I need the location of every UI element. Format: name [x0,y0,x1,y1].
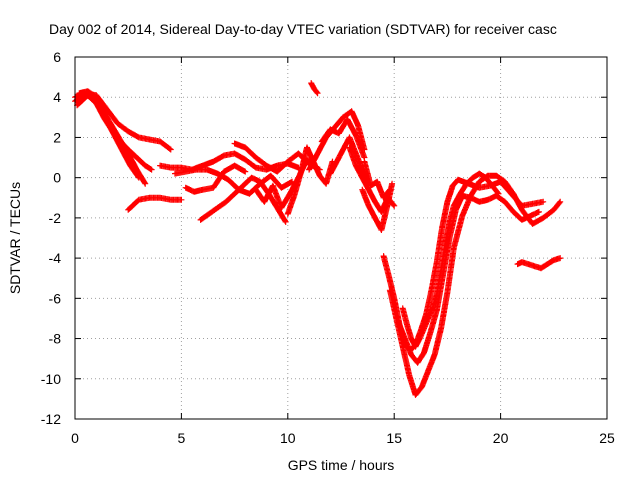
plus-marker-track [514,255,564,272]
plus-marker-track [76,88,149,187]
series-track-9 [197,174,289,225]
y-axis-label: SDTVAR / TECUs [7,182,23,294]
plus-marker-track [399,170,502,350]
y-tick-label: -12 [41,411,61,427]
series-track-5 [125,194,185,213]
series-track-23 [514,255,564,272]
series-track-16 [327,134,372,189]
plus-marker-track [318,116,368,161]
chart-title: Day 002 of 2014, Sidereal Day-to-day VTE… [49,21,557,37]
series-track-13 [308,80,321,97]
plot-frame [74,56,608,420]
x-tick-label: 10 [280,430,296,446]
series-track-8 [182,162,249,195]
plus-marker-track [182,162,249,195]
x-axis-label: GPS time / hours [288,457,395,473]
y-tick-label: 2 [53,129,61,145]
data-points [72,80,564,398]
plus-marker-track [361,158,393,201]
plus-marker-track [308,80,321,97]
x-tick-label: 5 [178,430,186,446]
plus-marker-track [284,144,336,217]
x-tick-label: 20 [493,430,509,446]
plus-marker-track [386,172,564,398]
series-track-12 [284,144,336,217]
x-tick-label: 25 [599,430,615,446]
x-tick-label: 0 [71,430,79,446]
plus-marker-track [125,194,185,213]
series-track-22 [399,170,502,350]
y-tick-label: 0 [53,170,61,186]
y-tick-label: -4 [49,250,62,266]
series-track-4 [76,88,149,187]
grid [75,57,607,419]
x-tick-label: 15 [386,430,402,446]
y-tick-label: -10 [41,371,61,387]
tick-labels: 0 5 10 15 20 25 -12 -10 -8 -6 -4 -2 0 2 4 6 [41,49,615,446]
y-tick-label: -6 [49,290,62,306]
plus-marker-track [197,174,289,225]
y-tick-label: 6 [53,49,61,65]
y-tick-label: -8 [49,331,62,347]
plus-marker-track [327,134,372,189]
y-tick-label: 4 [53,89,61,105]
y-tick-label: -2 [49,210,62,226]
series-track-15 [318,116,368,161]
series-track-24 [361,158,393,201]
series-track-20 [386,172,564,398]
